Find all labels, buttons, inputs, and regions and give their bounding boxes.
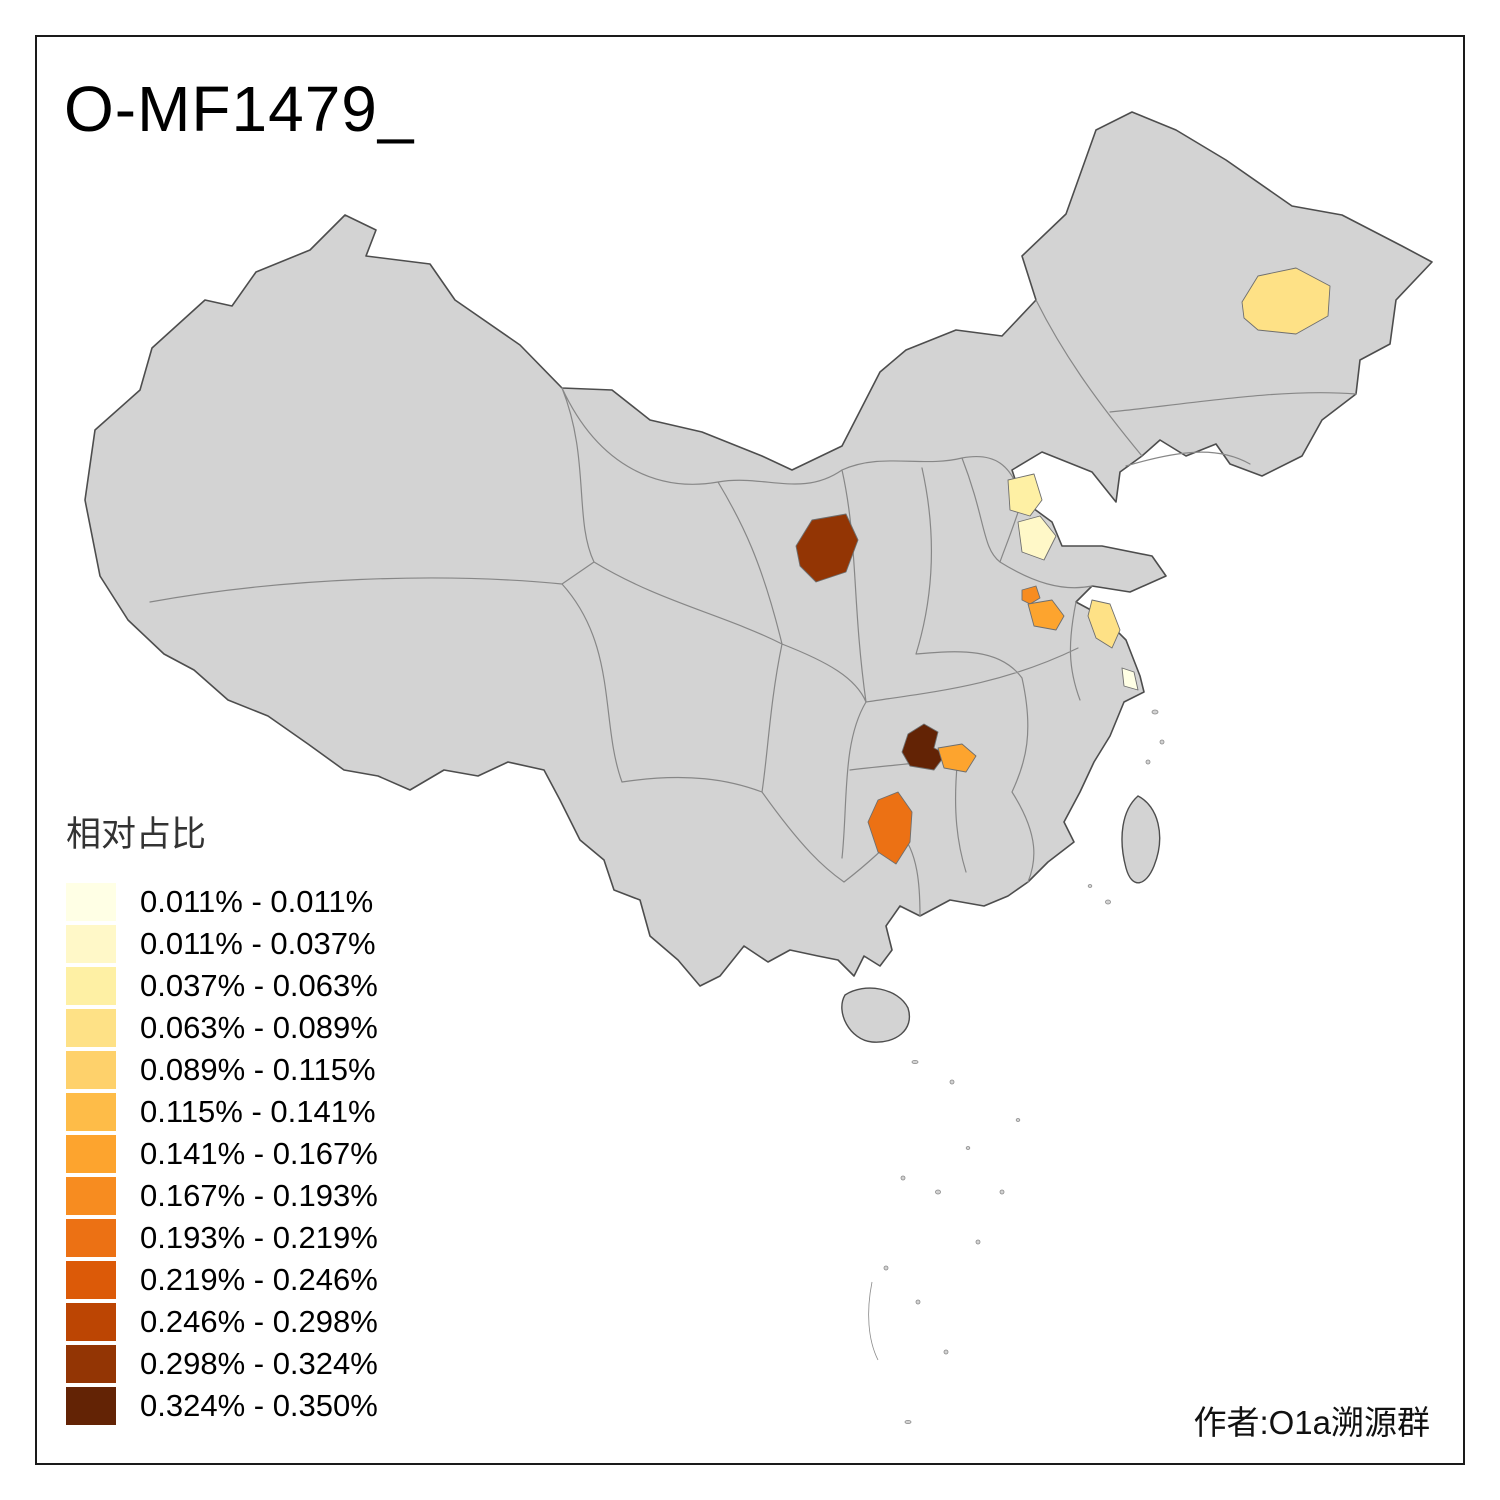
legend-swatch: [66, 883, 116, 921]
legend-title: 相对占比: [66, 815, 207, 854]
legend-item: 0.141% - 0.167%: [66, 1135, 378, 1173]
legend-item: 0.246% - 0.298%: [66, 1303, 378, 1341]
legend-label: 0.246% - 0.298%: [140, 1304, 378, 1339]
region-hubei-east-patch: [937, 743, 977, 773]
region-beijing-area: [1007, 473, 1043, 517]
legend-swatch: [66, 1093, 116, 1131]
legend-item: 0.037% - 0.063%: [66, 967, 378, 1005]
island-specks: [868, 709, 1165, 1425]
legend-label: 0.011% - 0.037%: [140, 926, 376, 961]
legend-swatch: [66, 1303, 116, 1341]
legend-swatch: [66, 967, 116, 1005]
hainan-island: [841, 987, 911, 1043]
region-jiangsu-west-patch: [1027, 599, 1065, 631]
legend-item: 0.115% - 0.141%: [66, 1093, 378, 1131]
legend-swatch: [66, 1219, 116, 1257]
legend-swatch: [66, 1135, 116, 1173]
region-northeast-heilongjiang-west: [1241, 267, 1331, 335]
legend-label: 0.115% - 0.141%: [140, 1094, 376, 1129]
legend-item: 0.011% - 0.011%: [66, 883, 378, 921]
legend-label: 0.141% - 0.167%: [140, 1136, 378, 1171]
region-hunan-patch: [867, 791, 913, 865]
legend-label: 0.219% - 0.246%: [140, 1262, 378, 1297]
legend-item: 0.193% - 0.219%: [66, 1219, 378, 1257]
legend-label: 0.193% - 0.219%: [140, 1220, 378, 1255]
legend-swatch: [66, 925, 116, 963]
legend-swatch: [66, 1261, 116, 1299]
province-borders: [149, 299, 1357, 917]
legend-item: 0.063% - 0.089%: [66, 1009, 378, 1047]
region-huaibei-small-patch: [1021, 585, 1041, 605]
legend-item: 0.011% - 0.037%: [66, 925, 378, 963]
legend-swatch: [66, 1387, 116, 1425]
legend-label: 0.324% - 0.350%: [140, 1388, 378, 1423]
mainland-outline: [84, 111, 1433, 987]
legend-item: 0.324% - 0.350%: [66, 1387, 378, 1425]
legend-label: 0.037% - 0.063%: [140, 968, 378, 1003]
page-title: O-MF1479_: [64, 73, 415, 145]
legend-label: 0.011% - 0.011%: [140, 884, 374, 919]
legend-item: 0.167% - 0.193%: [66, 1177, 378, 1215]
legend-swatch: [66, 1345, 116, 1383]
legend-swatch: [66, 1009, 116, 1047]
region-hubei-west-patch: [901, 723, 947, 771]
legend-item: 0.089% - 0.115%: [66, 1051, 378, 1089]
legend-label: 0.063% - 0.089%: [140, 1010, 378, 1045]
legend-item: 0.298% - 0.324%: [66, 1345, 378, 1383]
legend-swatch: [66, 1051, 116, 1089]
legend-item: 0.219% - 0.246%: [66, 1261, 378, 1299]
legend-items: 0.011% - 0.011% 0.011% - 0.037% 0.037% -…: [66, 883, 378, 1425]
taiwan-island: [1121, 795, 1161, 884]
legend-label: 0.167% - 0.193%: [140, 1178, 378, 1213]
region-gansu-ningxia-area: [795, 513, 859, 583]
region-jiangsu-east-patch: [1087, 599, 1121, 649]
legend-label: 0.089% - 0.115%: [140, 1052, 376, 1087]
attribution: 作者:O1a溯源群: [1193, 1404, 1430, 1441]
legend-label: 0.298% - 0.324%: [140, 1346, 378, 1381]
legend: 相对占比 0.011% - 0.011% 0.011% - 0.037% 0.0…: [66, 806, 378, 1429]
region-tianjin-hebei-area: [1017, 515, 1057, 561]
legend-swatch: [66, 1177, 116, 1215]
region-shanghai-area: [1121, 667, 1139, 691]
